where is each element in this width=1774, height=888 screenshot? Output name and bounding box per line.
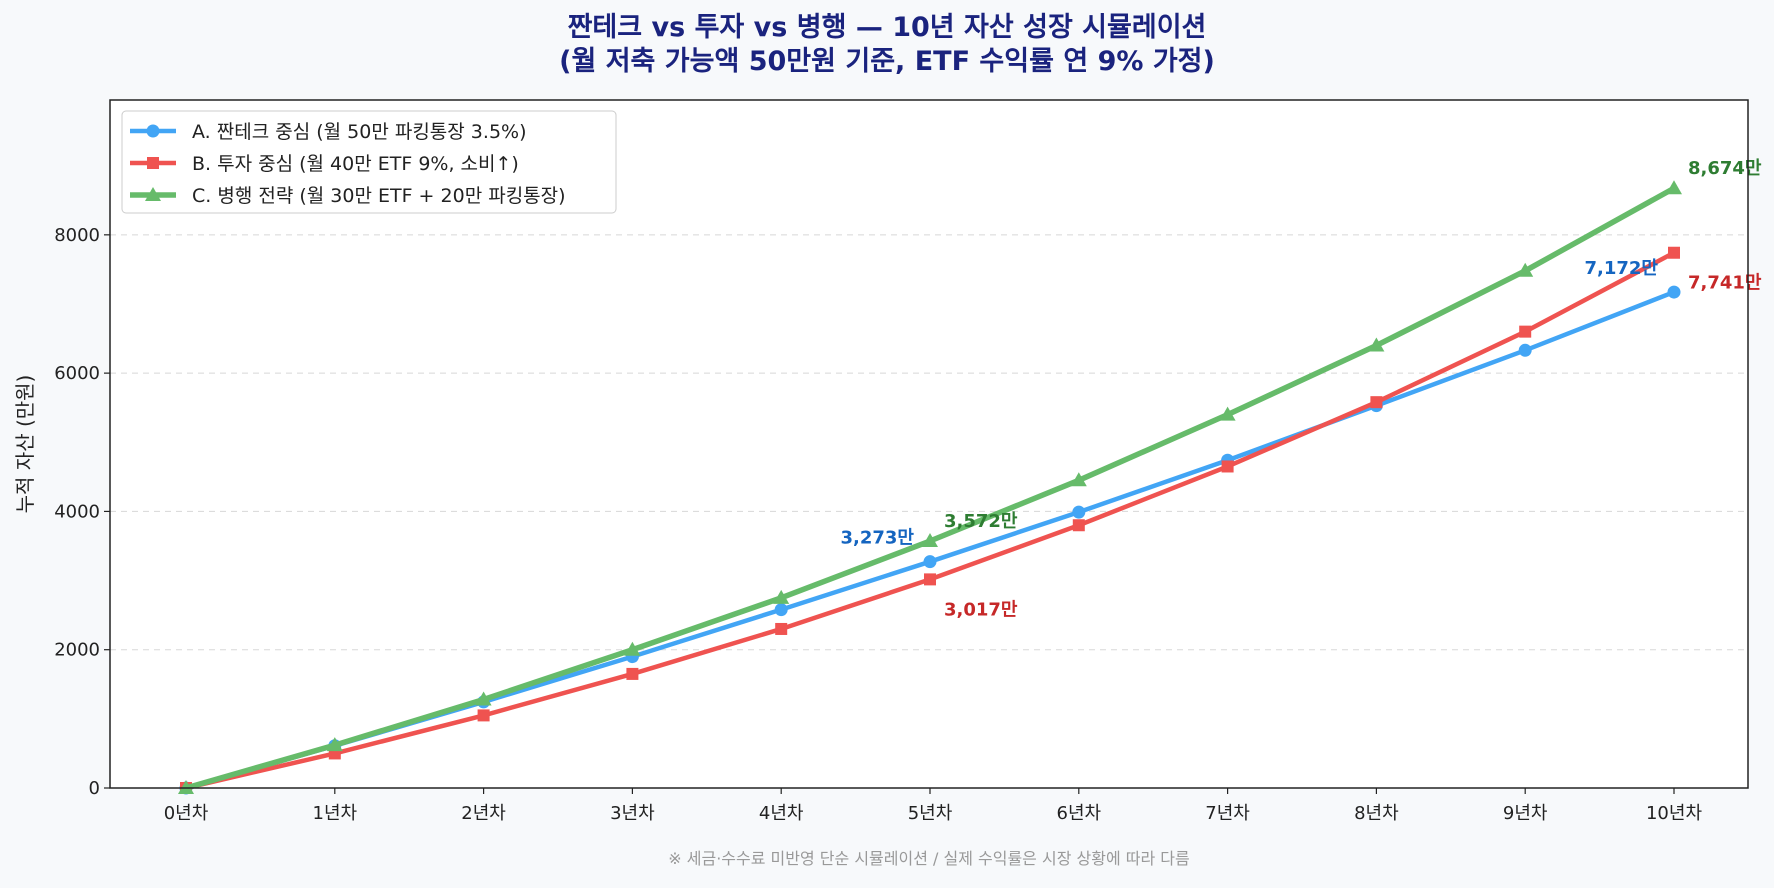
- data-point: [1517, 262, 1534, 277]
- data-point: [1070, 472, 1087, 487]
- data-label: 3,017만: [944, 599, 1018, 620]
- data-point: [923, 555, 937, 569]
- y-tick-label: 6000: [54, 363, 100, 384]
- data-point: [774, 603, 788, 617]
- x-tick-label: 3년차: [610, 803, 655, 824]
- data-point: [922, 533, 938, 548]
- x-tick-label: 9년차: [1503, 803, 1548, 824]
- legend-label: C. 병행 전략 (월 30만 ETF + 20만 파킹통장): [192, 185, 566, 207]
- data-point: [1668, 246, 1680, 259]
- data-point: [475, 691, 492, 706]
- y-tick-label: 4000: [54, 501, 100, 522]
- legend-box: [121, 110, 617, 214]
- legend-item-b: B. 투자 중심 (월 40만 ETF 9%, 소비↑): [130, 153, 519, 175]
- data-label: 3,572만: [944, 511, 1018, 532]
- legend-item-a: A. 짠테크 중심 (월 50만 파킹통장 3.5%): [130, 121, 527, 143]
- legend-swatch-marker: [145, 187, 161, 201]
- legend-label: B. 투자 중심 (월 40만 ETF 9%, 소비↑): [192, 153, 519, 175]
- x-tick-label: 8년차: [1354, 803, 1399, 824]
- legend-label: A. 짠테크 중심 (월 50만 파킹통장 3.5%): [192, 121, 527, 143]
- data-label: 8,674만: [1688, 158, 1762, 179]
- x-tick-label: 10년차: [1646, 803, 1702, 824]
- grid-lines: [110, 234, 1748, 651]
- x-tick-label: 4년차: [759, 803, 804, 824]
- series-layer: [178, 180, 1682, 795]
- x-tick-label: 6년차: [1057, 803, 1102, 824]
- y-tick-label: 8000: [54, 225, 100, 246]
- x-tick-label: 2년차: [461, 803, 506, 824]
- data-point: [1072, 505, 1086, 519]
- y-tick-label: 0: [89, 778, 100, 799]
- data-label: 7,172만: [1585, 258, 1659, 279]
- chart-title-line-1: 짠테크 vs 투자 vs 병행 — 10년 자산 성장 시뮬레이션: [568, 12, 1207, 43]
- data-label: 3,273만: [841, 528, 915, 549]
- x-tick-label: 1년차: [313, 803, 358, 824]
- x-tick-label: 0년차: [164, 803, 209, 824]
- legend-swatch-marker: [147, 157, 159, 169]
- axes: 0 2000 4000 6000 8000 0년차 1년차 2년차 3년차 4년차 5년차 6년차 7년…: [54, 225, 1702, 824]
- legend-swatch-marker: [146, 124, 160, 138]
- data-point: [477, 709, 490, 722]
- legend: A. 짠테크 중심 (월 50만 파킹통장 3.5%) B. 투자 중심 (월 4…: [121, 110, 617, 214]
- data-point: [1519, 325, 1532, 338]
- plot-area: [110, 100, 1748, 788]
- data-point: [1072, 519, 1085, 532]
- data-point: [775, 622, 788, 635]
- data-point: [924, 573, 936, 586]
- series-c: [178, 180, 1682, 794]
- data-point: [626, 667, 639, 680]
- x-tick-label: 7년차: [1205, 803, 1250, 824]
- data-point: [773, 589, 790, 604]
- chart-title-line-2: (월 저축 가능액 50만원 기준, ETF 수익률 연 9% 가정): [559, 46, 1215, 77]
- data-point: [178, 780, 194, 794]
- x-tick-label: 5년차: [908, 803, 953, 824]
- footnote: ※ 세금·수수료 미반영 단순 시뮬레이션 / 실제 수익률은 시장 상황에 따…: [668, 849, 1189, 868]
- data-point: [326, 737, 343, 752]
- data-point: [1370, 396, 1383, 409]
- data-labels: 3,273만 3,017만 3,572만 7,172만 7,741만 8,674만: [841, 158, 1762, 620]
- data-point: [624, 641, 641, 656]
- legend-item-c: C. 병행 전략 (월 30만 ETF + 20만 파킹통장): [130, 185, 566, 207]
- data-point: [1219, 406, 1236, 421]
- data-point: [1368, 337, 1385, 352]
- plot-frame: [109, 99, 1749, 789]
- data-point: [1666, 180, 1682, 195]
- y-tick-label: 2000: [54, 640, 100, 661]
- data-point: [1518, 343, 1532, 357]
- data-label: 7,741만: [1688, 273, 1762, 294]
- data-point: [1667, 285, 1681, 299]
- data-point: [1221, 460, 1234, 473]
- y-axis-label: 누적 자산 (만원): [13, 375, 37, 514]
